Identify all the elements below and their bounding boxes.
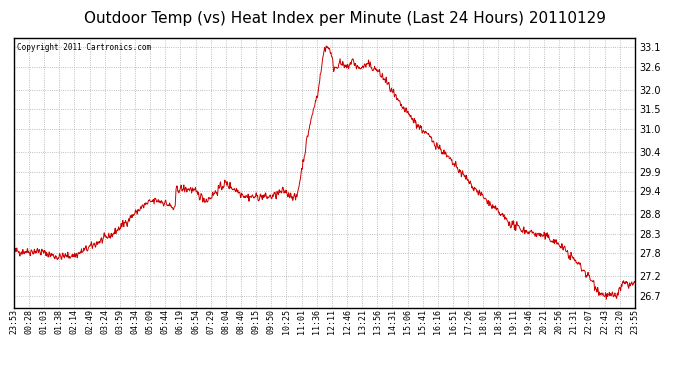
Text: Outdoor Temp (vs) Heat Index per Minute (Last 24 Hours) 20110129: Outdoor Temp (vs) Heat Index per Minute … <box>84 11 606 26</box>
Text: Copyright 2011 Cartronics.com: Copyright 2011 Cartronics.com <box>17 43 151 52</box>
